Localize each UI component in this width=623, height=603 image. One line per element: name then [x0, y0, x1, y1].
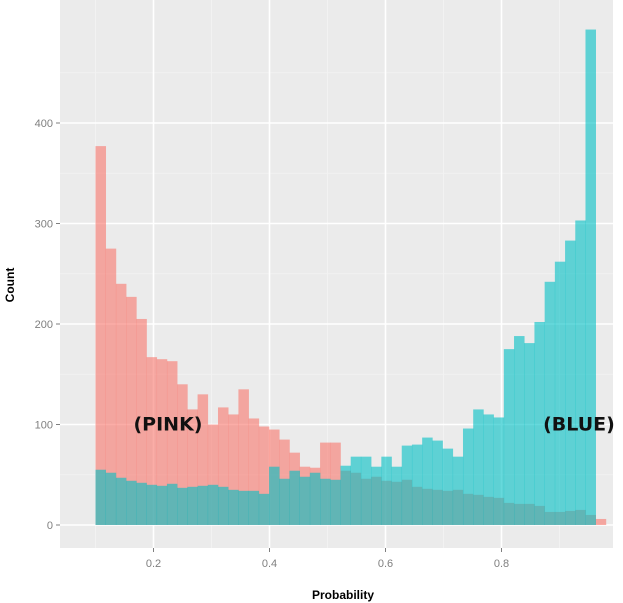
histogram-bar — [166, 483, 178, 525]
histogram-bar — [238, 389, 249, 525]
histogram-bar — [371, 466, 382, 525]
y-tick-label: 0 — [47, 520, 53, 532]
histogram-bar — [432, 440, 443, 525]
histogram-bar — [248, 418, 260, 525]
histogram-bar — [197, 394, 209, 525]
histogram-bar — [207, 484, 219, 525]
histogram-bar — [126, 480, 137, 525]
histogram-bar — [217, 486, 229, 525]
histogram-bar — [95, 146, 107, 526]
histogram-bar — [320, 478, 331, 525]
x-tick-label: 0.2 — [146, 558, 161, 570]
histogram-bar — [177, 487, 188, 525]
y-tick-label: 100 — [35, 420, 53, 432]
histogram-bar — [115, 283, 127, 525]
histogram-bar — [442, 448, 454, 525]
y-axis-title: Count — [3, 268, 17, 303]
histogram-bar — [401, 445, 413, 525]
histogram-bar — [248, 490, 260, 525]
histogram-bar — [217, 407, 229, 525]
histogram-bar — [105, 472, 117, 525]
histogram-bar — [258, 493, 270, 525]
histogram-bar — [391, 466, 403, 525]
y-axis: 0 100 200 300 400 — [35, 118, 60, 532]
histogram-bar — [197, 485, 209, 525]
histogram-bar — [228, 489, 239, 525]
histogram-bar — [381, 456, 392, 525]
pink-annotation: (PINK) — [134, 414, 203, 436]
histogram-bar — [115, 477, 127, 525]
y-tick-label: 400 — [35, 118, 53, 130]
histogram-bar — [524, 343, 535, 525]
histogram-bars — [95, 29, 607, 526]
histogram-bar — [493, 417, 505, 525]
x-tick-label: 0.8 — [494, 558, 509, 570]
histogram-bar — [350, 456, 362, 525]
histogram-bar — [279, 478, 290, 525]
series-blue — [95, 29, 596, 526]
histogram-bar — [105, 248, 117, 525]
histogram-bar — [565, 240, 576, 525]
histogram-bar — [136, 318, 147, 525]
histogram-bar — [554, 261, 566, 525]
histogram-bar — [360, 456, 372, 525]
histogram-bar — [462, 428, 474, 525]
histogram-bar — [207, 424, 219, 525]
y-tick-label: 200 — [35, 319, 53, 331]
blue-annotation: (BLUE) — [543, 414, 615, 436]
histogram-bar — [146, 484, 158, 525]
x-tick-label: 0.6 — [378, 558, 393, 570]
histogram-bar — [258, 426, 270, 525]
histogram-bar — [238, 490, 249, 525]
histogram-bar — [534, 321, 545, 525]
histogram-bar — [503, 349, 515, 525]
histogram-bar — [411, 444, 423, 525]
histogram-bar — [269, 466, 280, 525]
histogram-bar — [187, 486, 198, 525]
histogram-bar — [156, 359, 168, 525]
histogram-bar — [575, 220, 586, 526]
histogram-bar — [156, 485, 168, 525]
histogram-bar — [514, 336, 525, 525]
histogram-bar — [330, 479, 341, 525]
histogram-bar — [126, 296, 137, 525]
histogram-bar — [136, 482, 147, 525]
histogram-bar — [595, 518, 607, 525]
histogram-bar — [340, 465, 351, 525]
histogram-bar — [483, 414, 494, 525]
x-axis-title: Probability — [312, 588, 374, 602]
histogram-bar — [146, 357, 158, 525]
histogram-bar — [177, 384, 188, 525]
y-tick-label: 300 — [35, 219, 53, 231]
histogram-bar — [422, 437, 433, 525]
histogram-bar — [166, 361, 178, 525]
histogram-bar — [452, 456, 464, 525]
histogram-bar — [585, 29, 596, 525]
histogram-bar — [299, 476, 311, 525]
x-tick-label: 0.4 — [262, 558, 277, 570]
histogram-bar — [309, 472, 321, 525]
histogram-bar — [473, 409, 484, 525]
histogram-bar — [187, 409, 198, 525]
histogram-bar — [228, 414, 239, 525]
x-axis: 0.2 0.4 0.6 0.8 — [146, 548, 509, 570]
histogram-bar — [544, 281, 556, 525]
histogram-bar — [95, 469, 107, 525]
histogram-bar — [289, 470, 300, 525]
